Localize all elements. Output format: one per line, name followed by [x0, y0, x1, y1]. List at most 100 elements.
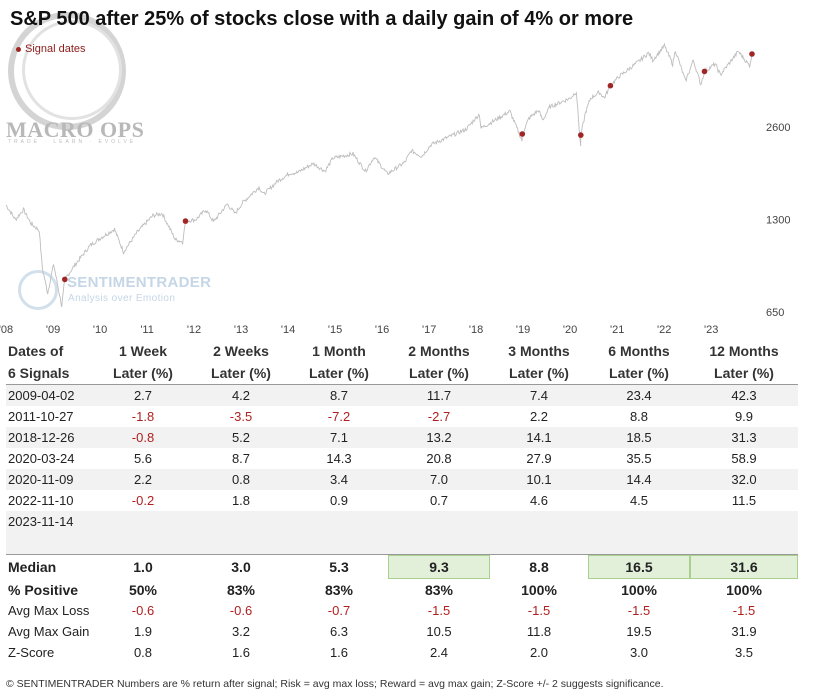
stat-label: Avg Max Loss — [8, 603, 90, 618]
sp500-chart: 650 1300 2600 '08 '09 '10 '11 '12 '13 '14 '15 '16 '1… — [0, 42, 790, 336]
x-tick-label: '10 — [93, 324, 107, 336]
signal-marker — [749, 51, 755, 57]
signal-date: 2023-11-14 — [6, 511, 94, 532]
return-cell: 14.1 — [490, 427, 588, 448]
stat-value: 0.8 — [133, 645, 153, 660]
return-cell — [588, 511, 690, 532]
stat-label: Z-Score — [8, 645, 55, 660]
return-cell: 7.1 — [290, 427, 388, 448]
return-cell — [290, 511, 388, 532]
x-tick-label: '11 — [140, 324, 154, 336]
chart-legend: Signal dates — [16, 43, 86, 55]
sentimentrader-watermark-subtitle: Analysis over Emotion — [68, 293, 176, 304]
column-header: Dates of — [8, 343, 64, 359]
legend-signal-marker — [16, 46, 21, 52]
signal-date: 2018-12-26 — [6, 427, 94, 448]
column-header: 6 Months — [608, 343, 670, 359]
signal-date: 2022-11-10 — [8, 493, 74, 508]
x-tick-label: '16 — [375, 324, 389, 336]
stats-row: Median 1.0 3.0 5.3 9.3 8.8 16.5 31.6 — [6, 554, 798, 579]
return-cell: 4.6 — [529, 493, 549, 508]
column-header: 3 Months — [508, 343, 570, 359]
stat-value: 3.0 — [192, 554, 290, 579]
return-cell: 11.5 — [731, 493, 757, 508]
stat-value: 100% — [521, 581, 557, 598]
stat-value: 31.9 — [731, 624, 757, 639]
stat-value: 2.4 — [429, 645, 449, 660]
signal-marker — [182, 218, 189, 224]
stat-value: 11.8 — [526, 624, 552, 639]
stat-value: 100% — [621, 581, 657, 598]
x-tick-label: '18 — [469, 324, 483, 336]
x-tick-label: '13 — [234, 324, 248, 336]
stat-value: 3.0 — [629, 645, 649, 660]
y-tick-label: 2600 — [766, 122, 790, 134]
return-cell: 2.2 — [529, 409, 549, 424]
return-cell: 14.4 — [588, 469, 690, 490]
x-tick-label: '15 — [328, 324, 342, 336]
return-cell: 31.3 — [690, 427, 798, 448]
legend-signal-label: Signal dates — [25, 43, 86, 55]
table-row: 2018-12-26 -0.8 5.2 7.1 13.2 14.1 18.5 31.3 — [6, 427, 798, 448]
return-cell: 3.4 — [290, 469, 388, 490]
stat-value: 1.6 — [329, 645, 349, 660]
return-cell: 2.7 — [94, 384, 192, 406]
stat-value: 10.5 — [426, 624, 452, 639]
stat-value: -0.6 — [229, 603, 253, 618]
return-cell: 4.5 — [629, 493, 649, 508]
y-tick-label: 1300 — [766, 215, 790, 227]
stat-value: 8.8 — [490, 554, 588, 579]
stat-value: 3.5 — [734, 645, 754, 660]
return-cell: 1.8 — [231, 493, 251, 508]
table-row: 2023-11-14 — [6, 511, 798, 532]
table-header: Dates of 1 Week 2 Weeks 1 Month 2 Months 3 Mo… — [6, 340, 798, 385]
stat-value: -1.5 — [627, 603, 651, 618]
signal-date: 2011-10-27 — [8, 409, 74, 424]
stat-value: 2.0 — [529, 645, 549, 660]
column-header: 2 Months — [408, 343, 470, 359]
return-cell: 27.9 — [526, 451, 552, 466]
column-header: Later (%) — [588, 362, 690, 385]
table-row: 2020-11-09 2.2 0.8 3.4 7.0 10.1 14.4 32.0 — [6, 469, 798, 490]
signal-marker — [607, 82, 614, 89]
return-cell: 0.9 — [329, 493, 349, 508]
stat-label: Median — [6, 554, 94, 579]
stat-value: -1.5 — [732, 603, 756, 618]
stat-value: 1.0 — [94, 554, 192, 579]
macro-ops-logo-text: MACRO OPS — [6, 117, 145, 142]
table-row: 2009-04-02 2.7 4.2 8.7 11.7 7.4 23.4 42.3 — [6, 384, 798, 406]
return-cell: 4.2 — [192, 384, 290, 406]
stat-value: -0.6 — [131, 603, 155, 618]
return-cell — [388, 511, 490, 532]
column-header: Later (%) — [690, 362, 798, 385]
return-cell: -2.7 — [427, 409, 451, 424]
return-cell: 42.3 — [690, 384, 798, 406]
stat-value: 83% — [424, 581, 454, 598]
return-cell: 0.8 — [192, 469, 290, 490]
return-cell: 35.5 — [626, 451, 652, 466]
column-header: Later (%) — [94, 362, 192, 385]
return-cell: 18.5 — [588, 427, 690, 448]
stat-value: -1.5 — [427, 603, 451, 618]
sp500-price-line — [5, 42, 753, 307]
stat-value: 3.2 — [231, 624, 251, 639]
x-tick-label: '23 — [704, 324, 718, 336]
return-cell: -1.8 — [131, 409, 155, 424]
stat-value: 83% — [324, 581, 354, 598]
column-header: 6 Signals — [6, 362, 94, 385]
x-tick-label: '20 — [563, 324, 577, 336]
stats-row: Avg Max Gain 1.9 3.2 6.3 10.5 11.8 19.5 31.9 — [6, 621, 798, 642]
table-body: 2009-04-02 2.7 4.2 8.7 11.7 7.4 23.4 42.3 2011-1… — [6, 384, 798, 555]
x-tick-label: '19 — [516, 324, 530, 336]
x-tick-label: '14 — [281, 324, 295, 336]
header-row: 6 Signals Later (%) Later (%) Later (%) Late… — [6, 362, 798, 385]
column-header: 2 Weeks — [213, 343, 269, 359]
macro-ops-logo-tagline: TRADE · LEARN · EVOLVE — [8, 139, 137, 145]
return-cell: 8.7 — [290, 384, 388, 406]
x-tick-label: '09 — [46, 324, 60, 336]
return-cell: 11.7 — [388, 384, 490, 406]
column-header: Later (%) — [388, 362, 490, 385]
stat-label: % Positive — [8, 581, 79, 598]
return-cell: 20.8 — [426, 451, 452, 466]
stat-value: 16.5 — [588, 554, 690, 579]
